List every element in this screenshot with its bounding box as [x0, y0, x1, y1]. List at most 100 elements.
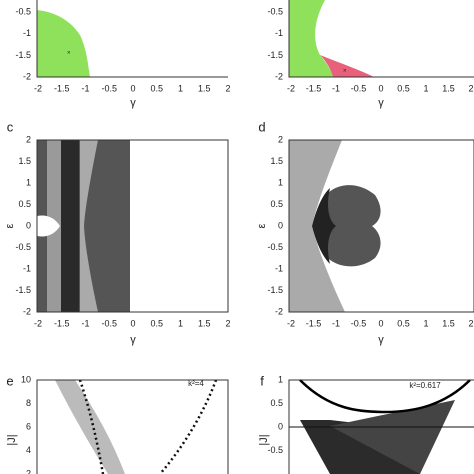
y-tick-label: 0 — [278, 421, 283, 431]
region-pink — [320, 55, 374, 77]
axes — [288, 379, 474, 474]
x-tick-label: -1 — [332, 83, 340, 93]
x-tick-label: 0.5 — [397, 318, 410, 328]
x-tick-label: 0.5 — [150, 318, 163, 328]
y-tick-label: 1 — [26, 177, 31, 187]
curve-dotted — [78, 379, 105, 474]
y-tick-label: -1 — [275, 28, 283, 38]
x-tick-label: 1 — [178, 318, 183, 328]
x-tick-label: 0 — [378, 83, 383, 93]
y-tick-label: 1 — [278, 177, 283, 187]
y-tick-label: 0.5 — [270, 398, 283, 408]
region-light — [289, 140, 345, 312]
axes — [288, 139, 474, 313]
y-tick-label: -0.5 — [15, 242, 31, 252]
x-tick-label: 2 — [468, 318, 473, 328]
y-tick-label: -2 — [275, 306, 283, 316]
x-tick-label: -1 — [332, 318, 340, 328]
x-tick-label: -2 — [287, 318, 295, 328]
y-tick-label: 10 — [21, 374, 31, 384]
x-tick-label: 1 — [423, 318, 428, 328]
x-tick-label: 0 — [130, 83, 135, 93]
y-tick-label: -1.5 — [267, 50, 283, 60]
region-band — [55, 380, 125, 474]
y-axis-label: |J| — [6, 434, 18, 445]
x-tick-label: 2 — [468, 83, 473, 93]
axes — [36, 139, 229, 313]
x-tick-label: 0 — [378, 318, 383, 328]
curve-dotted — [159, 379, 218, 474]
x-tick-label: -0.5 — [101, 318, 117, 328]
y-tick-label: 0 — [278, 220, 283, 230]
x-tick-label: 1 — [423, 83, 428, 93]
x-axis-label: γ — [130, 334, 136, 346]
y-tick-label: -2 — [23, 71, 31, 81]
annotation: k²=0.617 — [409, 381, 441, 390]
region-black — [312, 188, 336, 264]
y-tick-label: 1.5 — [270, 156, 283, 166]
x-tick-label: 2 — [225, 83, 230, 93]
x-tick-label: -2 — [34, 83, 42, 93]
x-tick-label: -1.5 — [306, 318, 322, 328]
x-tick-label: -0.5 — [101, 83, 117, 93]
y-tick-label: -1 — [275, 263, 283, 273]
y-tick-label: -0.5 — [267, 6, 283, 16]
x-tick-label: 2 — [225, 318, 230, 328]
axes — [36, 0, 228, 78]
annotation: k²=4 — [188, 379, 204, 388]
x-tick-label: 1 — [178, 83, 183, 93]
y-tick-label: 1 — [278, 374, 283, 384]
x-axis-label: γ — [378, 97, 384, 109]
x-tick-label: -0.5 — [351, 83, 367, 93]
region-dark — [319, 185, 381, 267]
y-tick-label: -1.5 — [15, 285, 31, 295]
y-tick-label: -2 — [275, 71, 283, 81]
region-fan — [330, 400, 455, 474]
marker: × — [67, 51, 71, 57]
y-tick-label: 2 — [26, 468, 31, 474]
region-black — [61, 140, 79, 312]
axes — [288, 0, 474, 78]
y-tick-label: 2 — [278, 134, 283, 144]
x-tick-label: 0.5 — [150, 83, 163, 93]
x-axis-label: γ — [130, 97, 136, 109]
curve-parabola — [299, 379, 471, 414]
marker: × — [343, 69, 347, 75]
x-tick-label: -1.5 — [54, 83, 70, 93]
x-tick-label: 0 — [130, 318, 135, 328]
y-tick-label: -2 — [23, 306, 31, 316]
x-axis-label: γ — [378, 334, 384, 346]
x-tick-label: -1 — [81, 318, 89, 328]
x-tick-label: 0.5 — [397, 83, 410, 93]
y-tick-label: -1 — [23, 28, 31, 38]
y-axis-label: ε — [256, 223, 268, 228]
y-tick-label: 0.5 — [270, 199, 283, 209]
x-tick-label: -0.5 — [351, 318, 367, 328]
region-green — [37, 10, 90, 77]
x-tick-label: -2 — [287, 83, 295, 93]
region-light — [80, 140, 98, 312]
x-tick-label: 1.5 — [442, 83, 455, 93]
x-tick-label: 1.5 — [198, 318, 211, 328]
x-tick-label: -1.5 — [306, 83, 322, 93]
region-white — [37, 215, 60, 237]
y-tick-label: -1 — [23, 263, 31, 273]
y-tick-label: 1.5 — [18, 156, 31, 166]
y-tick-label: -0.5 — [267, 242, 283, 252]
y-tick-label: -0.5 — [267, 445, 283, 455]
x-tick-label: -2 — [34, 318, 42, 328]
panel-label: e — [6, 373, 13, 388]
y-tick-label: 2 — [26, 134, 31, 144]
y-tick-label: 4 — [26, 445, 31, 455]
panel-label: c — [7, 119, 14, 134]
y-tick-label: -0.5 — [15, 6, 31, 16]
y-tick-label: 0 — [26, 220, 31, 230]
panel-label: d — [258, 119, 265, 134]
y-axis-label: |J| — [258, 434, 270, 445]
y-axis-label: ε — [4, 223, 16, 228]
x-tick-label: -1 — [81, 83, 89, 93]
x-tick-label: 1.5 — [442, 318, 455, 328]
y-tick-label: -1.5 — [15, 50, 31, 60]
